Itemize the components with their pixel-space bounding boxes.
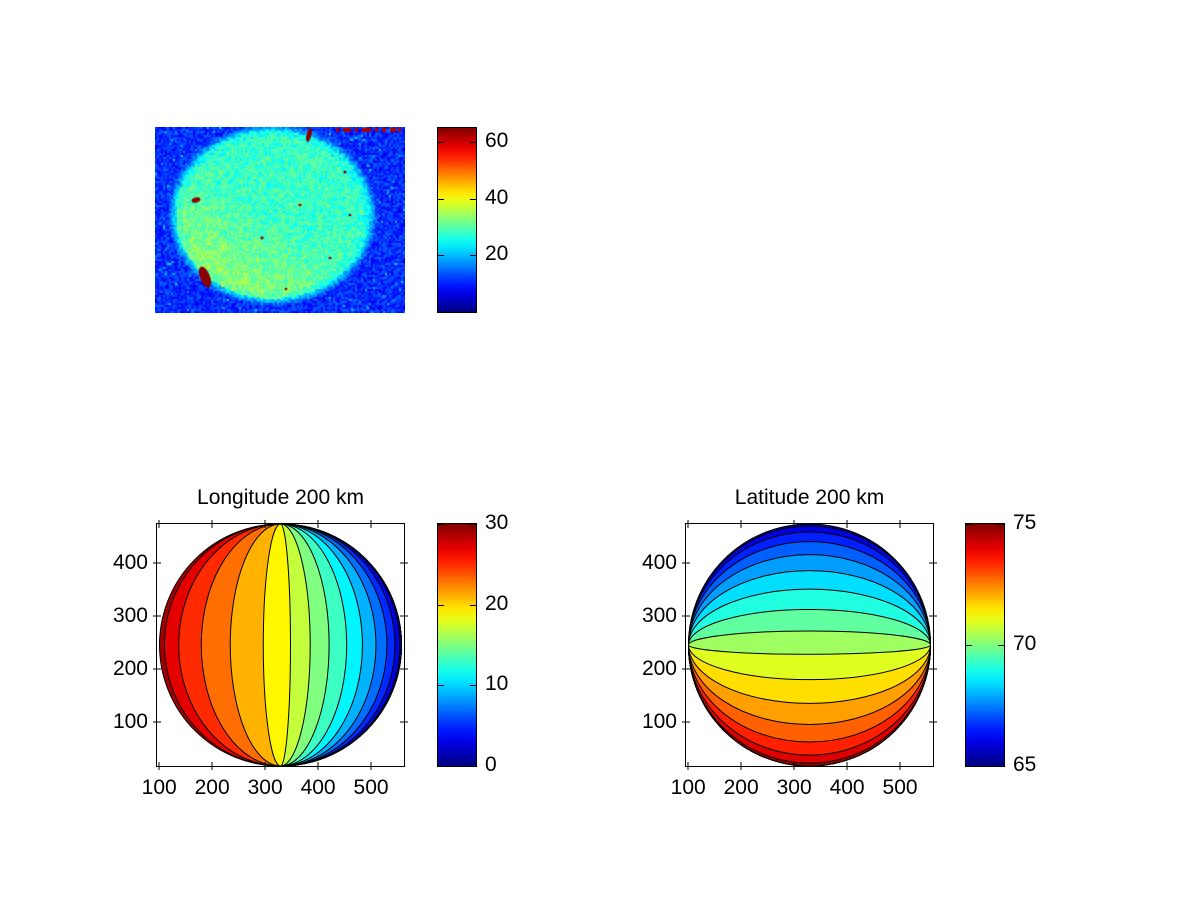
y-tick-label: 100 — [641, 709, 677, 733]
colorbar-tick-label: 30 — [485, 511, 509, 534]
colorbar-tick-label: 70 — [1013, 632, 1037, 655]
y-tick-label: 400 — [112, 550, 148, 574]
colorbar-longitude — [437, 523, 477, 767]
x-tick-label: 100 — [670, 776, 706, 799]
colorbar-tick-mark — [470, 605, 476, 606]
colorbar-tick-mark — [966, 645, 972, 646]
colorbar-tick-mark — [438, 524, 444, 525]
colorbar-tick-mark — [470, 142, 476, 143]
colorbar-latitude — [965, 523, 1005, 767]
colorbar-tick-mark — [966, 766, 972, 767]
y-tick-label: 200 — [641, 656, 677, 680]
colorbar-tick-mark — [470, 766, 476, 767]
y-tick-label: 100 — [112, 709, 148, 733]
colorbar-tick-mark — [998, 766, 1004, 767]
x-tick-label: 200 — [194, 776, 230, 799]
colorbar-tick-mark — [470, 685, 476, 686]
x-tick-label: 500 — [353, 776, 389, 799]
colorbar-tick-label: 20 — [485, 242, 509, 266]
colorbar-tick-label: 20 — [485, 591, 509, 615]
colorbar-tick-mark — [998, 524, 1004, 525]
x-tick-label: 400 — [300, 776, 336, 799]
colorbar-image — [437, 127, 477, 313]
y-tick-label: 400 — [641, 550, 677, 574]
colorbar-tick-mark — [470, 524, 476, 525]
colorbar-tick-mark — [470, 199, 476, 200]
y-tick-label: 300 — [641, 603, 677, 627]
x-tick-label: 100 — [141, 776, 177, 799]
colorbar-tick-label: 65 — [1013, 753, 1037, 776]
x-tick-label: 300 — [776, 776, 812, 799]
colorbar-tick-mark — [438, 685, 444, 686]
y-tick-label: 200 — [112, 656, 148, 680]
solar-disk-image — [155, 127, 405, 313]
y-tick-label: 300 — [112, 603, 148, 627]
x-tick-label: 400 — [829, 776, 865, 799]
colorbar-tick-mark — [438, 142, 444, 143]
colorbar-tick-mark — [966, 524, 972, 525]
contour-plot-longitude — [153, 520, 408, 770]
colorbar-tick-mark — [438, 605, 444, 606]
contour-plot-latitude — [682, 520, 937, 770]
colorbar-tick-mark — [438, 199, 444, 200]
colorbar-tick-mark — [438, 255, 444, 256]
colorbar-tick-label: 0 — [485, 753, 497, 776]
title-latitude: Latitude 200 km — [734, 486, 885, 509]
colorbar-tick-label: 60 — [485, 129, 509, 153]
x-tick-label: 300 — [247, 776, 283, 799]
title-longitude: Longitude 200 km — [197, 486, 364, 509]
colorbar-tick-mark — [438, 766, 444, 767]
x-tick-label: 500 — [882, 776, 918, 799]
colorbar-tick-mark — [998, 645, 1004, 646]
x-tick-label: 200 — [723, 776, 759, 799]
colorbar-tick-label: 10 — [485, 672, 509, 696]
colorbar-tick-label: 75 — [1013, 511, 1037, 534]
colorbar-tick-label: 40 — [485, 185, 509, 209]
colorbar-tick-mark — [470, 255, 476, 256]
